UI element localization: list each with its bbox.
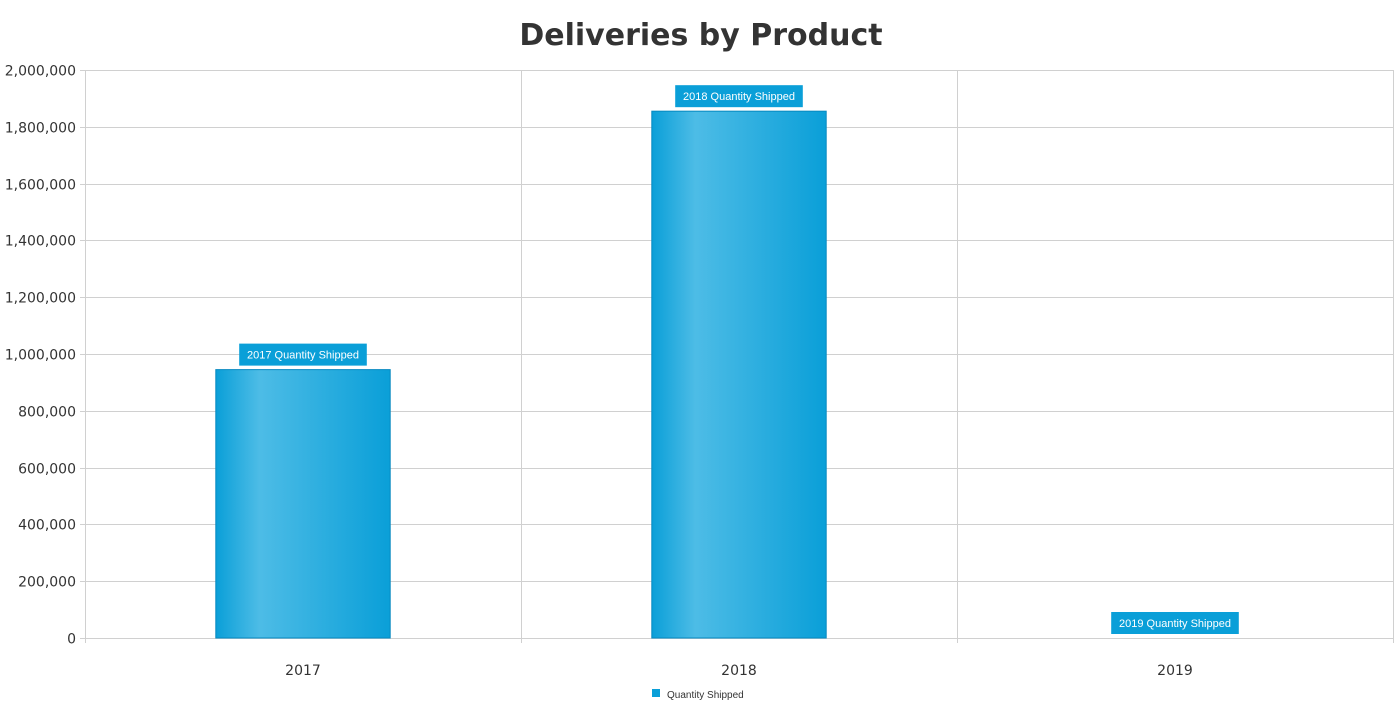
data-label-text: 2018 Quantity Shipped (683, 91, 795, 103)
y-tick-label: 0 (67, 632, 76, 648)
legend-label: Quantity Shipped (667, 690, 744, 701)
bar-layer (215, 110, 827, 639)
data-label-box (1111, 612, 1239, 634)
y-tick-label: 600,000 (18, 462, 76, 478)
legend[interactable]: Quantity Shipped (652, 689, 744, 701)
data-label: 2018 Quantity Shipped (675, 85, 803, 108)
bar[interactable] (215, 369, 391, 639)
x-tick-label: 2019 (1157, 663, 1193, 679)
y-tick-label: 1,000,000 (5, 348, 76, 364)
data-label-text: 2019 Quantity Shipped (1119, 618, 1231, 630)
y-tick-label: 2,000,000 (5, 64, 76, 80)
label-layer: 2017 Quantity Shipped 2018 Quantity Shipp… (239, 85, 1239, 634)
y-tick-label: 800,000 (18, 405, 76, 421)
legend-swatch (652, 689, 660, 697)
data-label: 2019 Quantity Shipped (1111, 612, 1239, 634)
chart-title: Deliveries by Product (519, 18, 882, 53)
y-tick-label: 1,600,000 (5, 178, 76, 194)
y-tick-label: 200,000 (18, 575, 76, 591)
y-tick-label: 1,200,000 (5, 291, 76, 307)
data-label-box (675, 85, 803, 108)
data-label: 2017 Quantity Shipped (239, 343, 367, 366)
y-tick-label: 1,800,000 (5, 121, 76, 137)
bar[interactable] (651, 110, 827, 639)
axis-layer: 0 200,000 400,000 600,000 800,000 1,000,000 1,… (5, 64, 1193, 680)
x-tick-label: 2018 (721, 663, 757, 679)
data-label-text: 2017 Quantity Shipped (247, 350, 359, 362)
y-tick-label: 400,000 (18, 518, 76, 534)
data-label-box (239, 343, 367, 366)
x-tick-label: 2017 (285, 663, 321, 679)
y-tick-label: 1,400,000 (5, 234, 76, 250)
